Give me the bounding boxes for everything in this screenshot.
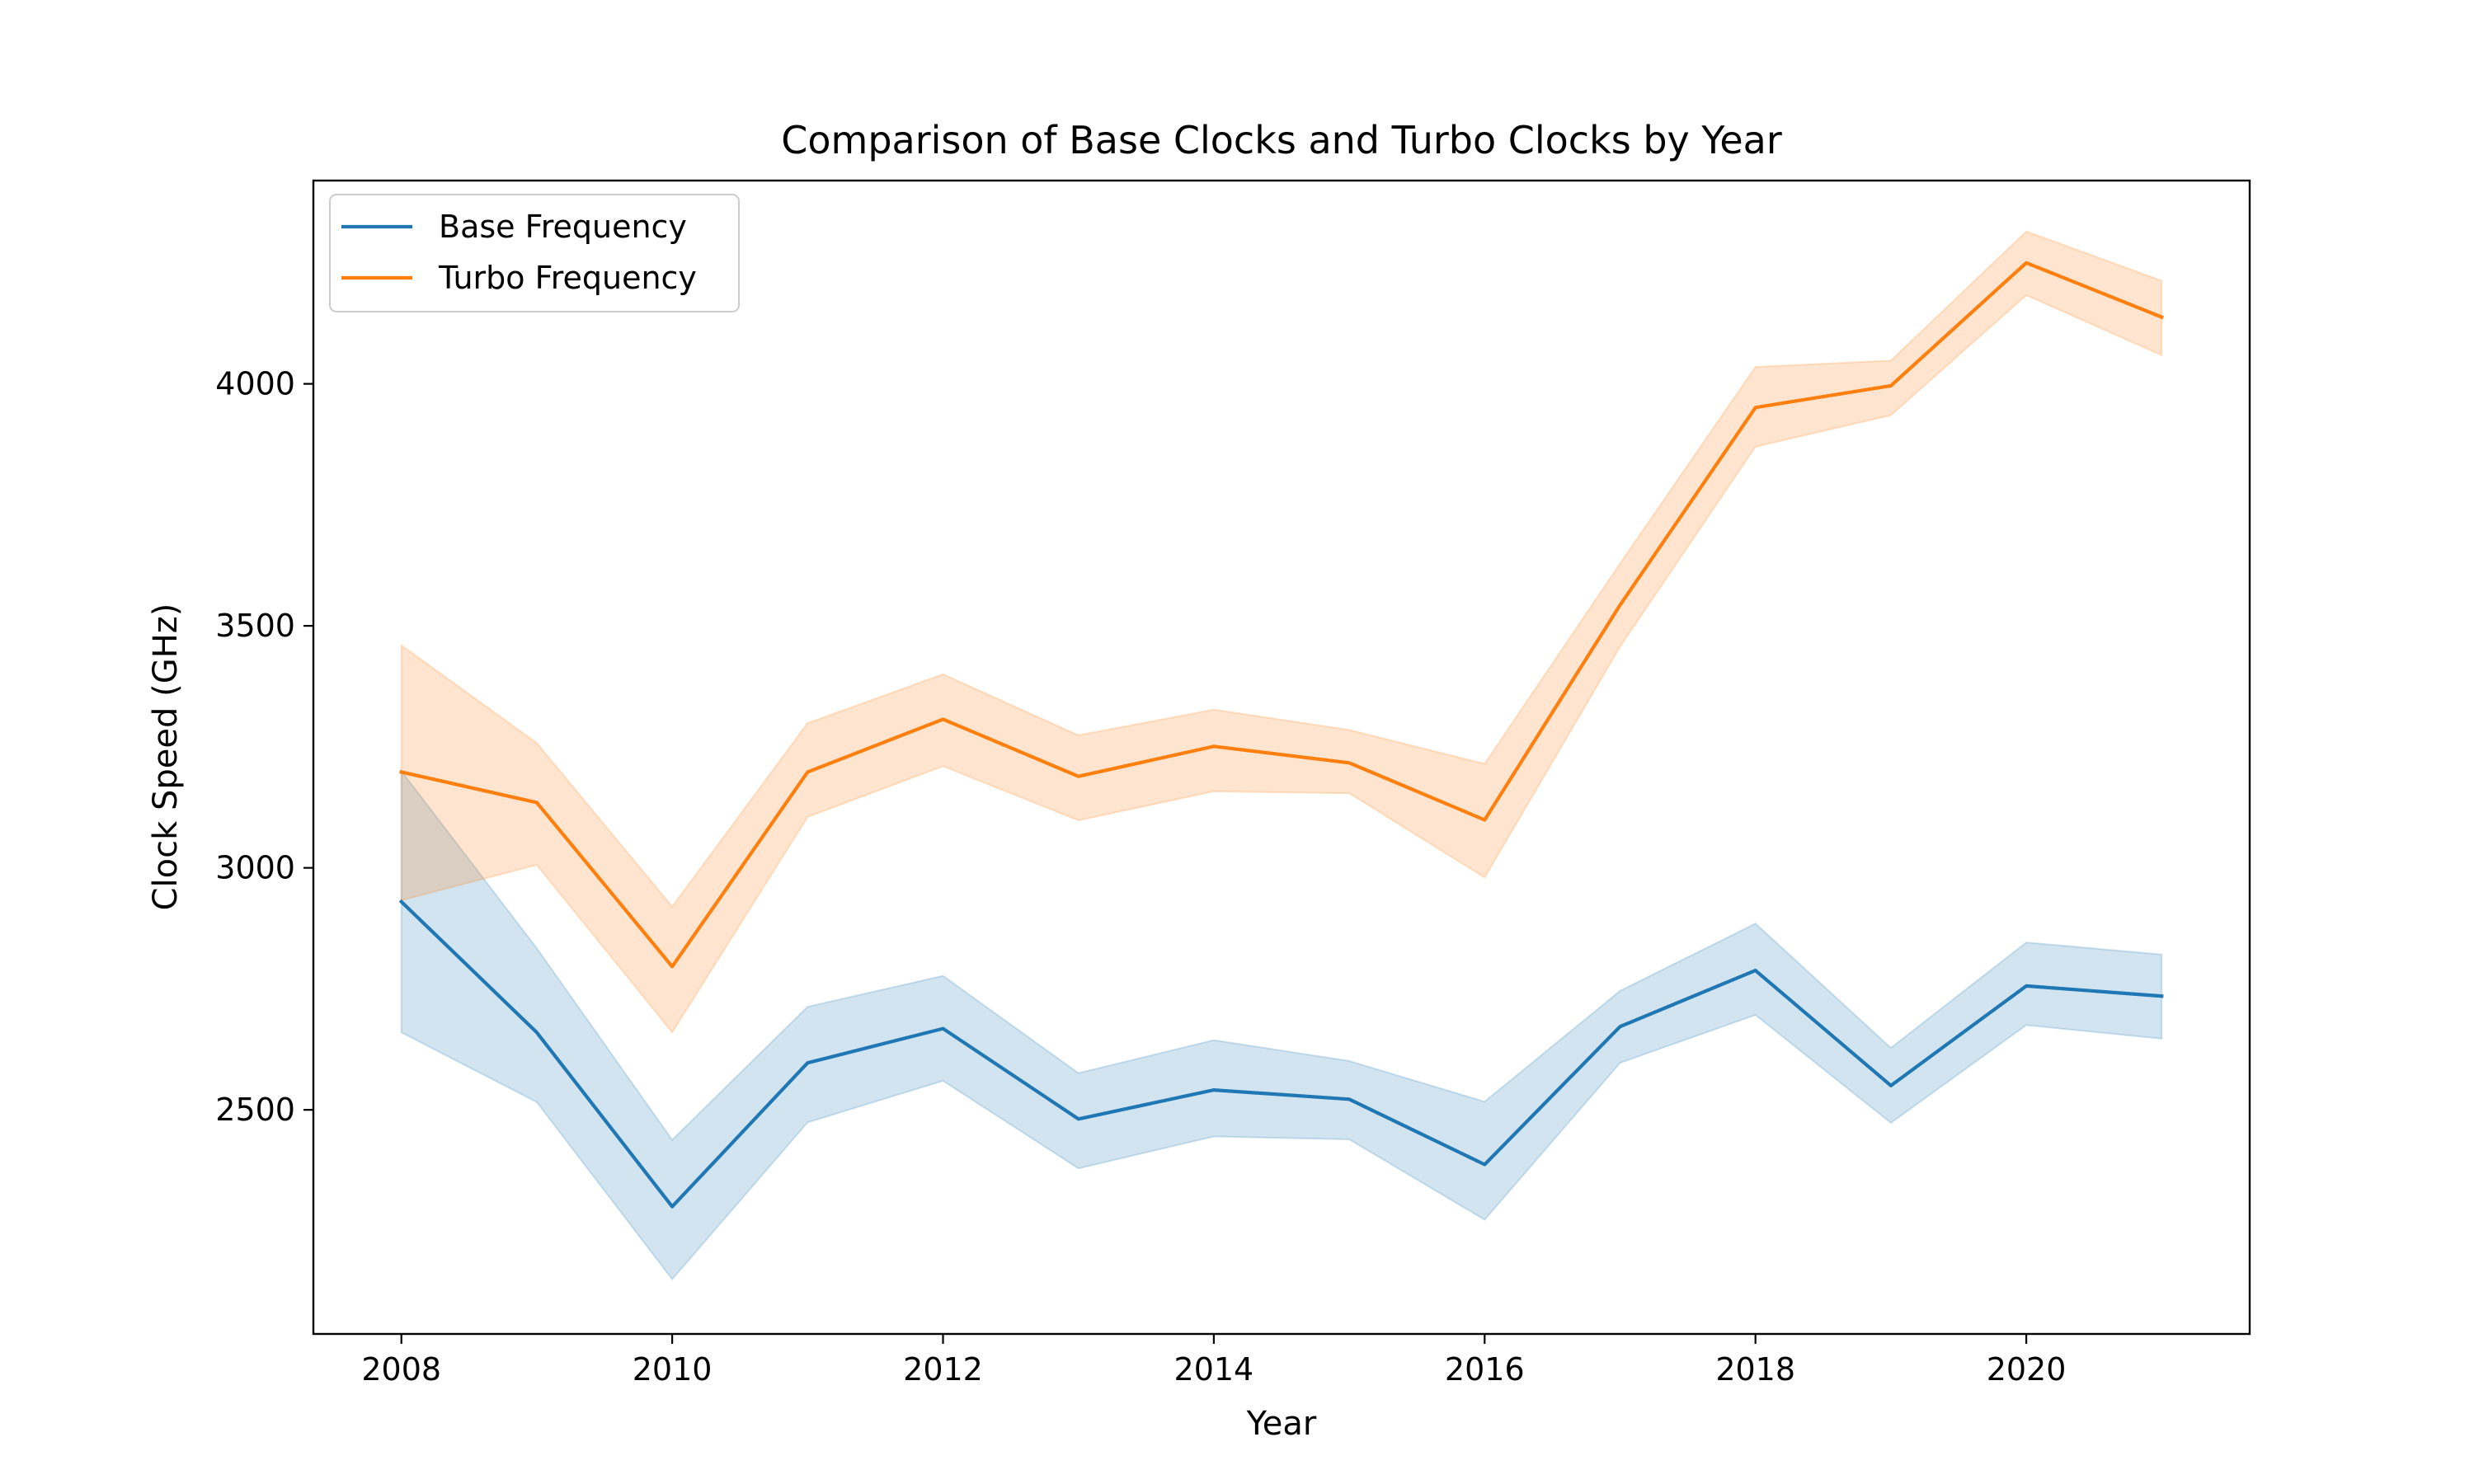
x-tick-label: 2020 [1987,1351,2067,1388]
x-axis: 2008 2010 2012 2014 2016 2018 2020 [361,1334,2066,1388]
y-axis-label: Clock Speed (GHz) [147,603,185,911]
x-tick-label: 2010 [633,1351,713,1388]
series-lines [398,261,2165,1209]
y-tick-label: 3000 [215,850,295,886]
x-tick-label: 2016 [1445,1351,1525,1388]
y-tick-label: 4000 [215,366,295,402]
x-axis-label: Year [1246,1405,1317,1443]
y-axis: 2500 3000 3500 4000 [215,366,313,1128]
x-tick-label: 2012 [903,1351,983,1388]
x-tick-label: 2008 [361,1351,441,1388]
legend-items: Base Frequency Turbo Frequency [341,209,697,296]
legend: Base Frequency Turbo Frequency [329,194,740,312]
legend-frame [329,194,740,312]
legend-label-1: Turbo Frequency [438,260,697,296]
x-tick-label: 2014 [1174,1351,1254,1388]
line-series-0 [398,899,2164,1209]
confidence-bands [400,230,2163,1281]
legend-label-0: Base Frequency [439,209,687,245]
line-series-1 [399,261,2165,969]
band-series-0 [400,768,2163,1281]
plot-area-frame [312,179,2251,1336]
x-tick-label: 2018 [1715,1351,1795,1388]
chart-title: Comparison of Base Clocks and Turbo Cloc… [781,118,1782,162]
band-series-1 [400,230,2163,1035]
y-tick-label: 2500 [215,1092,295,1128]
y-tick-label: 3500 [215,608,295,644]
